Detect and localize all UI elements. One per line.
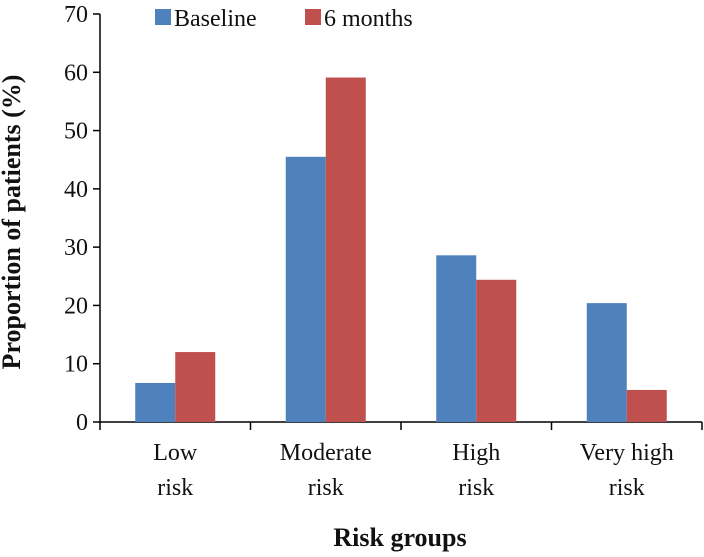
legend: Baseline 6 months xyxy=(155,6,413,32)
x-tick-label: Moderate xyxy=(280,440,372,466)
x-tick-label: High xyxy=(452,440,500,466)
x-tick-label: risk xyxy=(609,475,645,501)
bar-baseline xyxy=(586,303,627,422)
legend-swatch xyxy=(305,9,321,25)
x-tick-label: Low xyxy=(153,440,198,466)
x-tick-label: risk xyxy=(308,475,344,501)
y-tick-label: 70 xyxy=(64,2,88,28)
bars xyxy=(135,77,667,423)
y-tick-label: 20 xyxy=(64,293,88,319)
bar-6-months xyxy=(325,77,366,422)
legend-swatch xyxy=(155,9,171,25)
y-tick-label: 30 xyxy=(64,235,88,261)
y-tick-label: 40 xyxy=(64,177,88,203)
y-tick-label: 60 xyxy=(64,60,88,86)
y-tick-label: 50 xyxy=(64,119,88,145)
bar-6-months xyxy=(175,352,216,422)
bar-baseline xyxy=(135,382,176,422)
x-tick-label: risk xyxy=(458,475,494,501)
bar-6-months xyxy=(476,279,517,422)
x-axis-title: Risk groups xyxy=(333,523,466,552)
bar-6-months xyxy=(626,389,667,422)
y-tick-label: 0 xyxy=(76,410,88,436)
bar-baseline xyxy=(285,156,326,423)
x-tick-label: risk xyxy=(157,475,193,501)
y-axis-title: Proportion of patients (%) xyxy=(0,75,26,370)
y-tick-label: 10 xyxy=(64,352,88,378)
axes: 0 10 20 30 40 50 60 70 Low risk Moderate risk High ri… xyxy=(64,2,703,501)
legend-label: 6 months xyxy=(324,6,413,32)
x-tick-label: Very high xyxy=(580,440,674,466)
bar-baseline xyxy=(436,255,477,422)
legend-label: Baseline xyxy=(174,6,257,32)
